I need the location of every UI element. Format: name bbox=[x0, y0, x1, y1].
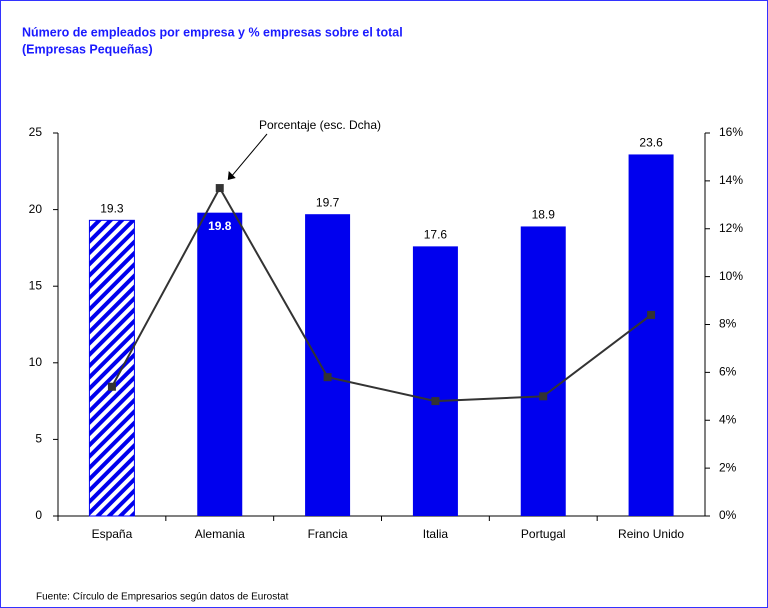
marker bbox=[215, 184, 224, 193]
value-label: 19.8 bbox=[208, 219, 232, 233]
bar bbox=[305, 214, 351, 517]
line bbox=[111, 185, 652, 403]
y-tick-label: 20 bbox=[29, 202, 43, 216]
y2-tick-label: 4% bbox=[719, 412, 737, 426]
marker bbox=[431, 397, 440, 406]
chart-title: Número de empleados por empresa y % empr… bbox=[22, 25, 403, 39]
y-tick-label: 0 bbox=[35, 508, 42, 522]
x-tick-label: Portugal bbox=[521, 527, 566, 541]
y2-tick-label: 2% bbox=[719, 460, 737, 474]
x-tick-label: Alemania bbox=[195, 527, 245, 541]
y-tick-label: 10 bbox=[29, 355, 43, 369]
bar bbox=[412, 246, 458, 517]
x-tick-label: España bbox=[92, 527, 133, 541]
value-label: 19.7 bbox=[316, 195, 340, 209]
x-tick-label: Francia bbox=[308, 527, 348, 541]
annotation-arrow bbox=[231, 133, 268, 177]
y2-tick-label: 12% bbox=[719, 221, 743, 235]
y2-tick-label: 6% bbox=[719, 365, 737, 379]
value-label: 17.6 bbox=[424, 228, 448, 242]
y2-tick-label: 0% bbox=[719, 508, 737, 522]
marker bbox=[539, 392, 548, 401]
value-label: 18.9 bbox=[532, 208, 556, 222]
bar bbox=[197, 212, 243, 516]
y2-tick-label: 10% bbox=[719, 269, 743, 283]
marker bbox=[647, 310, 656, 319]
value-label: 23.6 bbox=[639, 136, 663, 150]
bar bbox=[88, 219, 135, 517]
bar bbox=[628, 154, 674, 516]
x-tick-label: Reino Unido bbox=[618, 527, 684, 541]
bar bbox=[520, 226, 566, 516]
y-tick-label: 25 bbox=[29, 125, 43, 139]
y2-tick-label: 16% bbox=[719, 125, 743, 139]
marker bbox=[107, 382, 116, 391]
y-tick-label: 15 bbox=[29, 278, 43, 292]
chart-subtitle: (Empresas Pequeñas) bbox=[22, 42, 153, 56]
annotation-arrowhead bbox=[227, 171, 236, 181]
y2-tick-label: 14% bbox=[719, 173, 743, 187]
source: Fuente: Círculo de Empresarios según dat… bbox=[36, 592, 289, 603]
marker bbox=[323, 373, 332, 382]
y2-tick-label: 8% bbox=[719, 317, 737, 331]
annotation: Porcentaje (esc. Dcha) bbox=[259, 118, 381, 132]
x-tick-label: Italia bbox=[423, 527, 449, 541]
y-tick-label: 5 bbox=[35, 432, 42, 446]
value-label: 19.3 bbox=[100, 201, 124, 215]
